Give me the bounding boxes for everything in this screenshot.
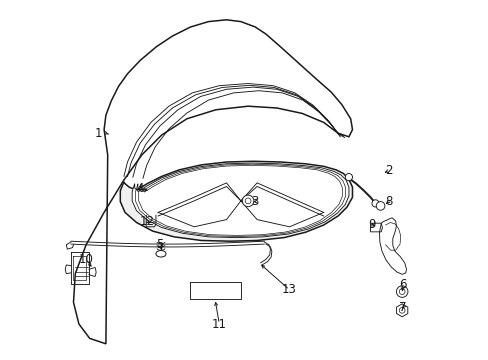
Text: 9: 9	[368, 219, 375, 231]
Text: 13: 13	[282, 283, 296, 296]
Polygon shape	[73, 20, 352, 344]
Circle shape	[375, 202, 384, 210]
Polygon shape	[379, 218, 406, 274]
Circle shape	[399, 307, 404, 313]
Circle shape	[242, 195, 253, 207]
Ellipse shape	[156, 251, 166, 257]
Circle shape	[244, 198, 250, 204]
Polygon shape	[396, 304, 407, 317]
Text: 7: 7	[398, 301, 406, 314]
Text: 8: 8	[384, 195, 391, 208]
Polygon shape	[132, 163, 348, 238]
Text: 10: 10	[79, 253, 93, 266]
Text: 11: 11	[211, 318, 226, 330]
Text: 12: 12	[140, 215, 155, 228]
Circle shape	[345, 174, 352, 181]
Circle shape	[396, 286, 407, 297]
Polygon shape	[120, 161, 352, 241]
Text: 3: 3	[251, 195, 259, 208]
Text: 5: 5	[156, 238, 163, 251]
Text: 2: 2	[384, 165, 391, 177]
Circle shape	[371, 200, 378, 207]
Text: 6: 6	[398, 278, 406, 291]
Text: 1: 1	[95, 127, 102, 140]
Text: 4: 4	[136, 183, 143, 195]
Circle shape	[399, 289, 404, 294]
